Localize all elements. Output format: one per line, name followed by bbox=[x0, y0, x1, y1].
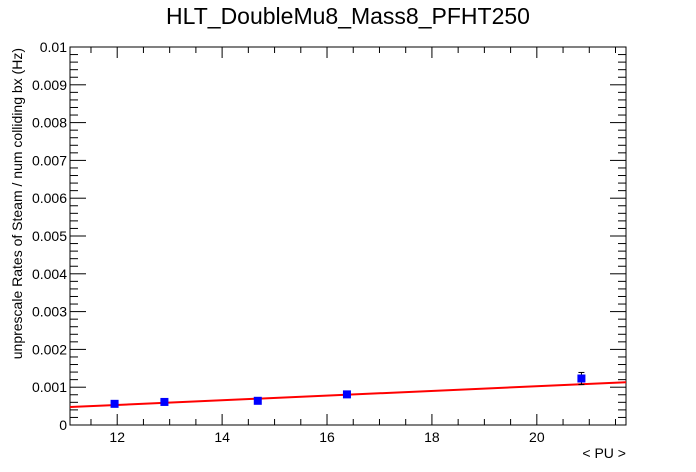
y-axis-title: unprescale Rates of Steam / num collidin… bbox=[9, 48, 25, 359]
y-tick-label: 0.01 bbox=[40, 39, 67, 55]
y-tick-label: 0.002 bbox=[32, 341, 67, 357]
y-tick-label: 0.009 bbox=[32, 77, 67, 93]
y-tick-label: 0 bbox=[59, 417, 67, 433]
y-tick-label: 0.008 bbox=[32, 115, 67, 131]
data-points-layer bbox=[110, 371, 586, 408]
data-point bbox=[110, 399, 119, 408]
data-point bbox=[342, 390, 351, 399]
plot-frame bbox=[69, 46, 627, 426]
x-tick-label: 14 bbox=[214, 429, 230, 445]
y-tick-label: 0.004 bbox=[32, 266, 67, 282]
data-point bbox=[577, 374, 586, 383]
data-point bbox=[253, 396, 262, 405]
chart-title: HLT_DoubleMu8_Mass8_PFHT250 bbox=[166, 3, 530, 29]
x-tick-label: 20 bbox=[529, 429, 545, 445]
y-tick-label: 0.003 bbox=[32, 304, 67, 320]
axes: 12 14 16 18 20 0 0.001 0.002 0.003 0.004 0.005 0.00… bbox=[32, 39, 627, 445]
y-tick-label: 0.001 bbox=[32, 379, 67, 395]
y-tick-label: 0.006 bbox=[32, 190, 67, 206]
x-tick-label: 18 bbox=[424, 429, 440, 445]
x-axis-title: < PU > bbox=[582, 445, 626, 461]
y-tick-label: 0.007 bbox=[32, 152, 67, 168]
y-tick-label: 0.005 bbox=[32, 228, 67, 244]
x-tick-label: 12 bbox=[109, 429, 125, 445]
x-tick-label: 16 bbox=[319, 429, 335, 445]
data-point bbox=[160, 397, 169, 406]
